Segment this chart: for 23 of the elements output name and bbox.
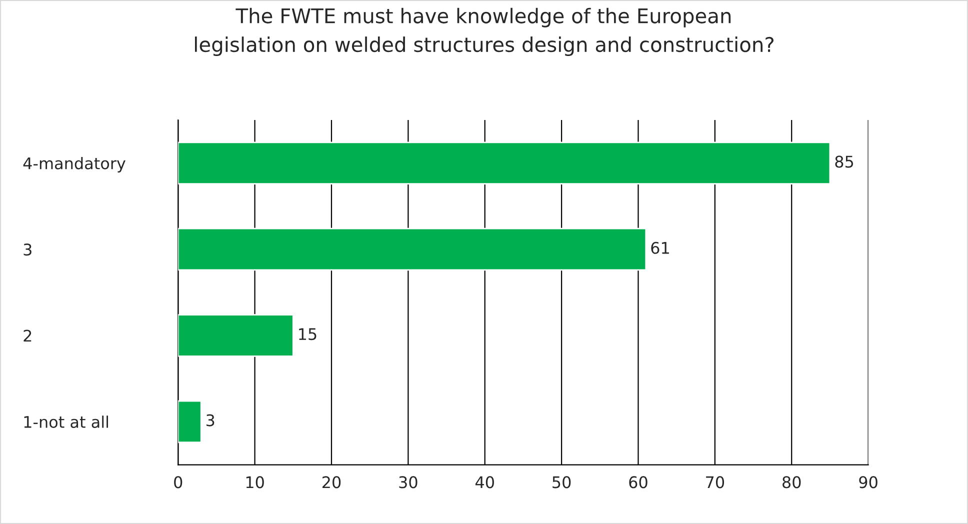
x-tick-label: 60	[629, 476, 648, 488]
bar	[178, 314, 294, 357]
y-tick-label: 3	[24, 244, 32, 256]
x-tick-label: 40	[475, 476, 494, 488]
y-tick-label: 2	[24, 330, 32, 342]
bar	[178, 400, 202, 444]
bar	[178, 142, 831, 184]
x-tick-label: 0	[174, 476, 182, 488]
x-tick-label: 80	[782, 476, 801, 488]
x-tick-label: 30	[399, 476, 418, 488]
x-tick-label: 70	[706, 476, 724, 488]
x-tick-label: 20	[322, 476, 341, 488]
x-tick-label: 90	[859, 476, 878, 488]
data-label: 15	[299, 328, 316, 340]
y-tick-label: 1-not at all	[24, 416, 108, 428]
chart-title: The FWTE must have knowledge of the European legislation on welded structures design and construction?	[195, 8, 774, 56]
x-tick-label: 50	[552, 476, 571, 488]
x-tick-label: 10	[246, 476, 264, 488]
data-label: 85	[835, 156, 854, 168]
data-label: 3	[206, 414, 214, 426]
data-label: 61	[651, 242, 669, 254]
bar	[178, 228, 647, 271]
y-tick-label: 4-mandatory	[23, 157, 126, 172]
